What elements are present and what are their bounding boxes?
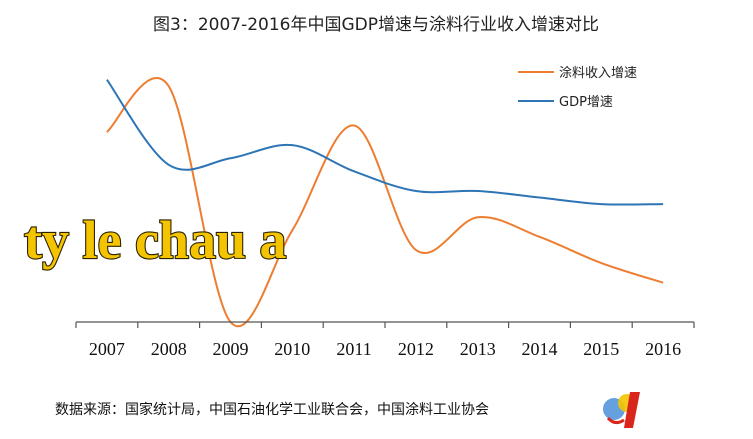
series-line-1: [106, 79, 664, 206]
x-tick-label: 2011: [336, 339, 371, 359]
x-axis-ticks: [75, 322, 695, 328]
legend-label-1: GDP增速: [559, 95, 613, 110]
source-note: 数据来源：国家统计局，中国石油化学工业联合会，中国涂料工业协会: [55, 401, 489, 418]
legend: 涂料收入增速 GDP增速: [518, 65, 637, 110]
coatings-logo: [603, 392, 640, 428]
series-lines: [106, 77, 664, 328]
x-tick-label: 2009: [213, 339, 249, 359]
x-axis-tick-labels: 2007 2008 2009 2010 2011 2012 2013 2014 2015 2016: [89, 339, 681, 359]
x-tick-label: 2012: [398, 339, 434, 359]
x-tick-label: 2014: [522, 339, 558, 359]
x-tick-label: 2010: [274, 339, 310, 359]
x-tick-label: 2008: [151, 339, 187, 359]
watermark-text: ty le chau a: [24, 210, 287, 270]
chart-title: 图3：2007-2016年中国GDP增速与涂料行业收入增速对比: [153, 15, 599, 35]
x-tick-label: 2013: [460, 339, 496, 359]
series-line-0: [106, 77, 664, 328]
x-tick-label: 2007: [89, 339, 125, 359]
legend-label-0: 涂料收入增速: [559, 65, 637, 81]
x-tick-label: 2016: [645, 339, 681, 359]
x-tick-label: 2015: [583, 339, 619, 359]
